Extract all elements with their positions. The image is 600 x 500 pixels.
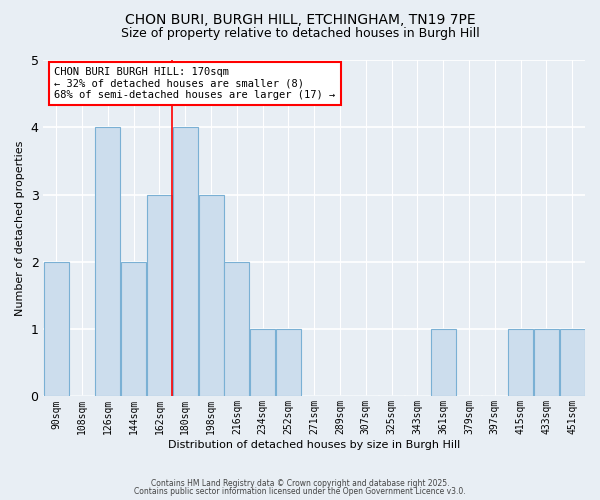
Text: Contains public sector information licensed under the Open Government Licence v3: Contains public sector information licen… xyxy=(134,487,466,496)
Bar xyxy=(560,329,584,396)
Text: Contains HM Land Registry data © Crown copyright and database right 2025.: Contains HM Land Registry data © Crown c… xyxy=(151,478,449,488)
Bar xyxy=(276,329,301,396)
Text: CHON BURI, BURGH HILL, ETCHINGHAM, TN19 7PE: CHON BURI, BURGH HILL, ETCHINGHAM, TN19 … xyxy=(125,12,475,26)
Text: CHON BURI BURGH HILL: 170sqm
← 32% of detached houses are smaller (8)
68% of sem: CHON BURI BURGH HILL: 170sqm ← 32% of de… xyxy=(54,66,335,100)
Bar xyxy=(431,329,455,396)
Bar xyxy=(199,194,224,396)
Bar xyxy=(95,128,121,396)
Bar xyxy=(173,128,198,396)
Bar xyxy=(44,262,69,396)
Text: Size of property relative to detached houses in Burgh Hill: Size of property relative to detached ho… xyxy=(121,28,479,40)
Y-axis label: Number of detached properties: Number of detached properties xyxy=(15,140,25,316)
X-axis label: Distribution of detached houses by size in Burgh Hill: Distribution of detached houses by size … xyxy=(168,440,460,450)
Bar xyxy=(508,329,533,396)
Bar xyxy=(224,262,250,396)
Bar xyxy=(250,329,275,396)
Bar xyxy=(121,262,146,396)
Bar xyxy=(147,194,172,396)
Bar xyxy=(534,329,559,396)
